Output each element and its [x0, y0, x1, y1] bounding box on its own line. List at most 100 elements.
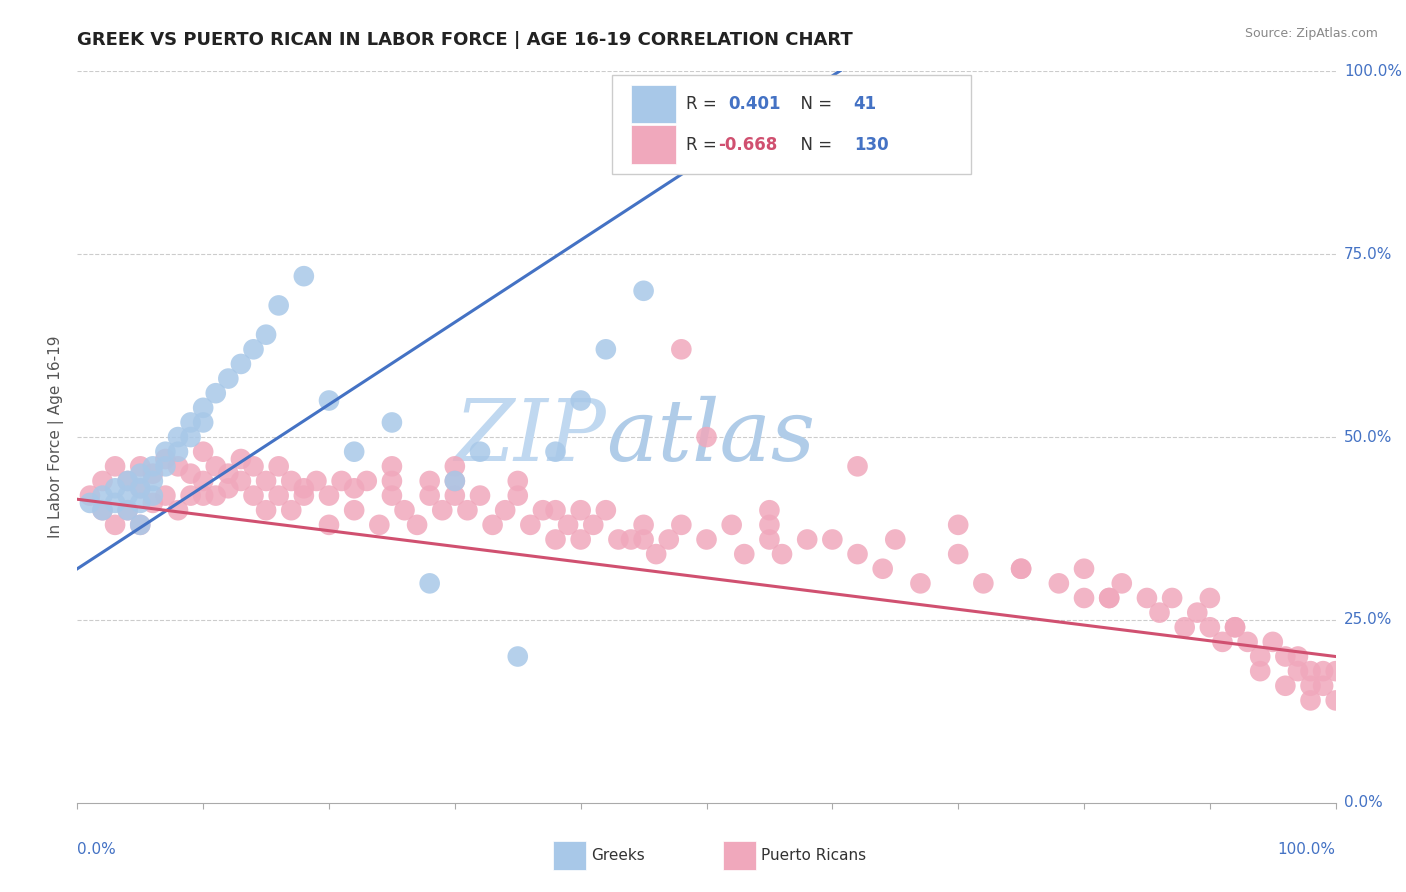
Point	[1249, 664, 1271, 678]
Point	[254, 503, 277, 517]
Point	[104, 459, 127, 474]
Point	[633, 533, 655, 547]
Point	[468, 444, 491, 458]
Point	[620, 533, 643, 547]
Point	[758, 503, 780, 517]
Point	[406, 517, 429, 532]
Text: 0.0%: 0.0%	[77, 842, 117, 856]
Point	[671, 343, 693, 357]
Text: 130: 130	[853, 136, 889, 153]
Point	[796, 533, 818, 547]
Point	[1098, 591, 1121, 605]
Point	[948, 517, 970, 532]
Point	[180, 416, 202, 430]
Point	[167, 444, 190, 458]
Point	[1274, 649, 1296, 664]
Point	[167, 459, 190, 474]
Point	[117, 489, 139, 503]
Point	[267, 489, 290, 503]
FancyBboxPatch shape	[553, 841, 586, 870]
Point	[1324, 693, 1347, 707]
Point	[129, 467, 152, 481]
Text: -0.668: -0.668	[718, 136, 778, 153]
Point	[733, 547, 755, 561]
Point	[142, 474, 165, 488]
Point	[381, 416, 404, 430]
Point	[671, 517, 693, 532]
Point	[1149, 606, 1171, 620]
Point	[142, 489, 165, 503]
Point	[884, 533, 907, 547]
Text: R =: R =	[686, 136, 723, 153]
Point	[330, 474, 353, 488]
Point	[444, 459, 467, 474]
Point	[645, 547, 668, 561]
Point	[217, 467, 239, 481]
Point	[1261, 635, 1284, 649]
Point	[569, 393, 592, 408]
Point	[1312, 664, 1334, 678]
Point	[494, 503, 516, 517]
Point	[343, 481, 366, 495]
Point	[972, 576, 994, 591]
Point	[79, 489, 101, 503]
Point	[167, 430, 190, 444]
FancyBboxPatch shape	[612, 75, 970, 174]
Point	[872, 562, 894, 576]
Point	[569, 503, 592, 517]
Point	[381, 474, 404, 488]
Point	[292, 481, 315, 495]
Point	[254, 327, 277, 342]
Point	[129, 481, 152, 495]
Point	[481, 517, 503, 532]
Point	[506, 474, 529, 488]
Point	[910, 576, 932, 591]
Point	[229, 357, 252, 371]
Point	[1161, 591, 1184, 605]
Point	[1073, 591, 1095, 605]
FancyBboxPatch shape	[723, 841, 755, 870]
Point	[254, 474, 277, 488]
Point	[191, 474, 215, 488]
Text: Greeks: Greeks	[591, 848, 644, 863]
Point	[91, 489, 114, 503]
Point	[419, 576, 441, 591]
Point	[129, 517, 152, 532]
Text: Source: ZipAtlas.com: Source: ZipAtlas.com	[1244, 27, 1378, 40]
Point	[155, 489, 177, 503]
Text: 100.0%: 100.0%	[1278, 842, 1336, 856]
Point	[770, 547, 793, 561]
Point	[506, 649, 529, 664]
Point	[129, 496, 152, 510]
Point	[142, 459, 165, 474]
Point	[180, 467, 202, 481]
Point	[1324, 664, 1347, 678]
Point	[1136, 591, 1159, 605]
Point	[1073, 562, 1095, 576]
Point	[394, 503, 416, 517]
Point	[948, 547, 970, 561]
Point	[531, 503, 554, 517]
Point	[544, 533, 567, 547]
Text: N =: N =	[790, 136, 837, 153]
Text: N =: N =	[790, 95, 837, 113]
Point	[1010, 562, 1032, 576]
Point	[1198, 620, 1220, 634]
Point	[204, 459, 226, 474]
Point	[633, 284, 655, 298]
Point	[1299, 664, 1322, 678]
Point	[104, 517, 127, 532]
Point	[419, 474, 441, 488]
Point	[191, 489, 215, 503]
Point	[1174, 620, 1197, 634]
Point	[242, 459, 264, 474]
Point	[343, 503, 366, 517]
Point	[204, 489, 226, 503]
Point	[633, 517, 655, 532]
Point	[117, 474, 139, 488]
Point	[1274, 679, 1296, 693]
Point	[267, 459, 290, 474]
Point	[1249, 649, 1271, 664]
Point	[242, 489, 264, 503]
Point	[305, 474, 328, 488]
